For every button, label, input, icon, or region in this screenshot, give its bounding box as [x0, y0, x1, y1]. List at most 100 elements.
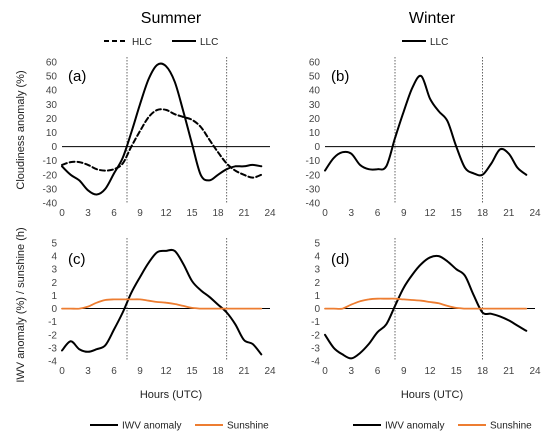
y-tick-label: 3: [314, 265, 320, 276]
y-tick-label: 2: [51, 278, 57, 289]
column-title-winter: Winter: [409, 10, 456, 27]
y-axis-label-bottom: IWV anomaly (%) / sunshine (h): [15, 227, 27, 382]
x-tick-label: 6: [375, 208, 381, 219]
legend-label: HLC: [132, 37, 152, 48]
chart-panel-2: -40 -30 -20 -10 0 10 20 30 40 50 60 0 3 6 9 12 15 18 21 24 (…: [306, 37, 541, 219]
x-tick-label: 9: [401, 208, 407, 219]
y-tick-label: -30: [306, 184, 321, 195]
x-tick-label: 3: [348, 366, 354, 377]
y-tick-label: 30: [309, 100, 321, 111]
x-tick-label: 18: [477, 208, 489, 219]
y-tick-label: 5: [314, 239, 320, 250]
x-tick-label: 24: [264, 208, 276, 219]
x-tick-label: 24: [264, 366, 276, 377]
y-tick-label: 4: [51, 252, 57, 263]
series-llc: [61, 62, 263, 196]
x-tick-label: 18: [477, 366, 489, 377]
x-tick-label: 24: [529, 208, 541, 219]
x-tick-label: 6: [111, 208, 117, 219]
y-tick-label: 2: [314, 278, 320, 289]
y-tick-label: 10: [46, 128, 58, 139]
y-tick-label: -30: [43, 184, 58, 195]
y-tick-label: -3: [48, 343, 57, 354]
x-tick-label: 9: [137, 208, 143, 219]
x-tick-label: 0: [322, 366, 328, 377]
y-tick-label: -3: [311, 343, 320, 354]
y-axis-label-top: Cloudiness anomaly (%): [15, 70, 27, 189]
x-tick-label: 15: [451, 366, 463, 377]
x-tick-label: 21: [503, 208, 515, 219]
y-tick-label: -10: [306, 156, 321, 167]
y-tick-label: 0: [314, 142, 320, 153]
column-title-summer: Summer: [141, 10, 202, 27]
x-tick-label: 15: [186, 366, 198, 377]
x-tick-label: 3: [85, 366, 91, 377]
series-hlc: [61, 108, 263, 179]
x-tick-label: 24: [529, 366, 541, 377]
y-tick-label: -2: [48, 330, 57, 341]
y-tick-label: 10: [309, 128, 321, 139]
x-tick-label: 12: [160, 366, 172, 377]
y-tick-label: 20: [309, 114, 321, 125]
y-tick-label: 0: [51, 142, 57, 153]
x-tick-label: 21: [238, 208, 250, 219]
y-tick-label: 5: [51, 239, 57, 250]
chart-panel-1: -40 -30 -20 -10 0 10 20 30 40 50 60 0 3 6 9 12 15 18 21 24 (…: [43, 37, 276, 219]
y-tick-label: -1: [311, 317, 320, 328]
legend-label: LLC: [430, 37, 448, 48]
y-tick-label: 0: [314, 304, 320, 315]
y-tick-label: 3: [51, 265, 57, 276]
y-tick-label: 50: [309, 72, 321, 83]
panel-label: (c): [68, 251, 86, 268]
x-tick-label: 12: [424, 366, 436, 377]
legend-label: Sunshine: [227, 421, 269, 432]
series-iwv-anomaly: [324, 254, 528, 360]
y-tick-label: 40: [46, 86, 58, 97]
x-axis-label-winter: Hours (UTC): [401, 389, 463, 401]
x-tick-label: 0: [322, 208, 328, 219]
y-tick-label: -4: [48, 357, 57, 368]
y-tick-label: -1: [48, 317, 57, 328]
panel-label: (d): [331, 251, 349, 268]
y-tick-label: 4: [314, 252, 320, 263]
panel-label: (b): [331, 68, 349, 85]
x-tick-label: 18: [212, 208, 224, 219]
x-tick-label: 3: [85, 208, 91, 219]
x-tick-label: 12: [160, 208, 172, 219]
y-tick-label: 0: [51, 304, 57, 315]
y-tick-label: -10: [43, 156, 58, 167]
y-tick-label: -40: [43, 199, 58, 210]
x-tick-label: 6: [375, 366, 381, 377]
x-tick-label: 9: [401, 366, 407, 377]
y-tick-label: 20: [46, 114, 58, 125]
panel-label: (a): [68, 68, 86, 85]
y-tick-label: 30: [46, 100, 58, 111]
x-tick-label: 3: [348, 208, 354, 219]
series-iwv-anomaly: [61, 248, 263, 356]
y-tick-label: -4: [311, 357, 320, 368]
y-tick-label: -20: [43, 170, 58, 181]
x-tick-label: 18: [212, 366, 224, 377]
x-tick-label: 12: [424, 208, 436, 219]
x-tick-label: 9: [137, 366, 143, 377]
series-sunshine: [324, 297, 528, 310]
y-tick-label: 60: [309, 58, 321, 69]
y-tick-label: 1: [51, 291, 57, 302]
legend-label: IWV anomaly: [385, 421, 444, 432]
x-tick-label: 6: [111, 366, 117, 377]
legend-label: IWV anomaly: [122, 421, 181, 432]
x-tick-label: 15: [186, 208, 198, 219]
y-tick-label: 40: [309, 86, 321, 97]
y-tick-label: -20: [306, 170, 321, 181]
legend-label: Sunshine: [490, 421, 532, 432]
legend-label: LLC: [200, 37, 218, 48]
y-tick-label: -2: [311, 330, 320, 341]
y-tick-label: -40: [306, 199, 321, 210]
x-tick-label: 15: [451, 208, 463, 219]
x-tick-label: 21: [238, 366, 250, 377]
